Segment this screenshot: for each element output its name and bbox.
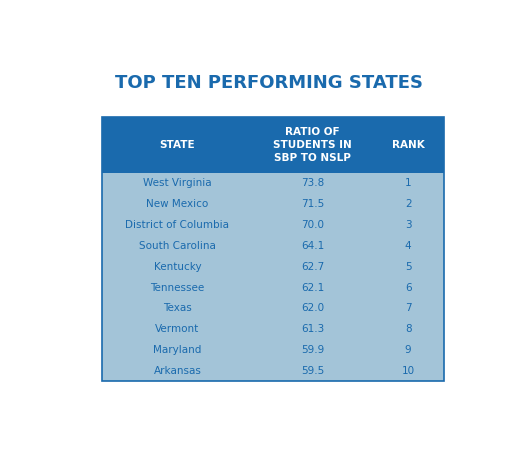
Text: Tennessee: Tennessee — [150, 283, 205, 293]
FancyBboxPatch shape — [102, 117, 444, 173]
Text: 2: 2 — [405, 199, 412, 209]
Text: Kentucky: Kentucky — [154, 262, 201, 272]
Text: 71.5: 71.5 — [301, 199, 324, 209]
Text: 62.0: 62.0 — [301, 304, 324, 313]
Text: New Mexico: New Mexico — [146, 199, 208, 209]
Text: RATIO OF
STUDENTS IN
SBP TO NSLP: RATIO OF STUDENTS IN SBP TO NSLP — [273, 127, 352, 163]
Text: 5: 5 — [405, 262, 412, 272]
Text: 6: 6 — [405, 283, 412, 293]
Text: 61.3: 61.3 — [301, 324, 324, 334]
Text: 64.1: 64.1 — [301, 241, 324, 251]
Text: 7: 7 — [405, 304, 412, 313]
Text: 62.7: 62.7 — [301, 262, 324, 272]
Text: 62.1: 62.1 — [301, 283, 324, 293]
Text: South Carolina: South Carolina — [139, 241, 216, 251]
Text: 59.9: 59.9 — [301, 345, 324, 355]
Text: 10: 10 — [402, 366, 415, 376]
Text: 3: 3 — [405, 220, 412, 230]
Text: Maryland: Maryland — [153, 345, 202, 355]
Text: TOP TEN PERFORMING STATES: TOP TEN PERFORMING STATES — [115, 74, 423, 92]
Text: 4: 4 — [405, 241, 412, 251]
Text: STATE: STATE — [160, 140, 195, 150]
Text: 73.8: 73.8 — [301, 178, 324, 188]
Text: 8: 8 — [405, 324, 412, 334]
Text: West Virginia: West Virginia — [143, 178, 212, 188]
Text: District of Columbia: District of Columbia — [125, 220, 229, 230]
Text: 9: 9 — [405, 345, 412, 355]
Text: 59.5: 59.5 — [301, 366, 324, 376]
Text: RANK: RANK — [392, 140, 425, 150]
Text: Arkansas: Arkansas — [153, 366, 202, 376]
Text: 70.0: 70.0 — [301, 220, 324, 230]
Text: 1: 1 — [405, 178, 412, 188]
FancyBboxPatch shape — [102, 173, 444, 382]
Text: Vermont: Vermont — [155, 324, 200, 334]
Text: Texas: Texas — [163, 304, 192, 313]
